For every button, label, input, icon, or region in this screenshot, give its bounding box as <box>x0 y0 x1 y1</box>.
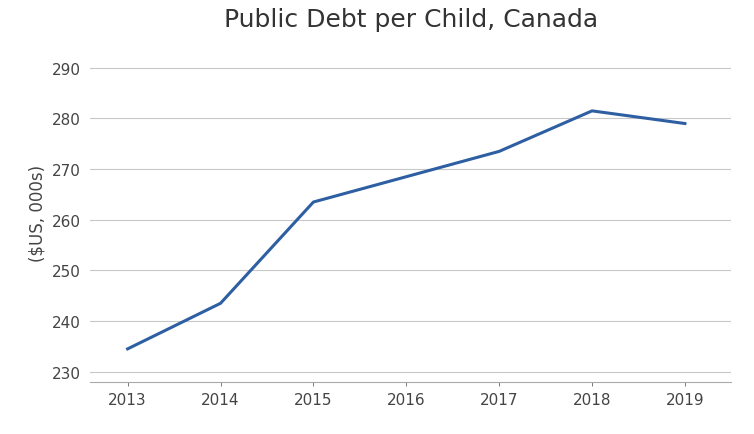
Title: Public Debt per Child, Canada: Public Debt per Child, Canada <box>224 8 598 32</box>
Y-axis label: ($US, 000s): ($US, 000s) <box>28 164 46 261</box>
